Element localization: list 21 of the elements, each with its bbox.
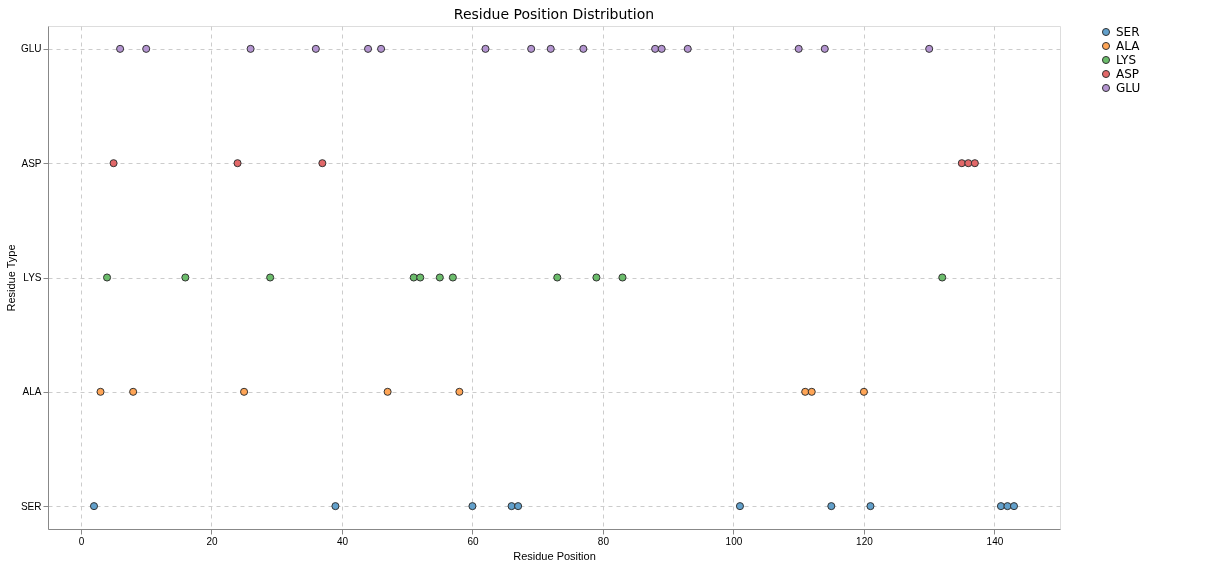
x-tick-label: 80 (597, 535, 610, 547)
x-axis-title: Residue Position (513, 549, 596, 562)
legend-label: ALA (1116, 39, 1141, 53)
x-tick-label: 0 (78, 535, 85, 547)
y-tick-label: GLU (20, 43, 42, 55)
y-tick-label: ALA (22, 386, 42, 398)
x-tick-label: 100 (725, 535, 743, 547)
legend-label: ASP (1116, 67, 1140, 81)
x-tick-label: 120 (856, 535, 874, 547)
x-tick-label: 140 (986, 535, 1004, 547)
y-axis-title: Residue Type (4, 244, 17, 312)
y-tick-label: ASP (21, 157, 42, 169)
y-tick-label: SER (20, 500, 42, 512)
legend-label: SER (1116, 25, 1140, 39)
x-tick-label: 60 (467, 535, 479, 547)
chart-title: Residue Position Distribution (453, 6, 655, 22)
y-tick-label: LYS (23, 272, 42, 283)
legend-label: GLU (1116, 81, 1141, 95)
x-tick-label: 20 (206, 535, 218, 547)
x-tick-label: 40 (336, 535, 349, 547)
legend-label: LYS (1116, 53, 1137, 67)
